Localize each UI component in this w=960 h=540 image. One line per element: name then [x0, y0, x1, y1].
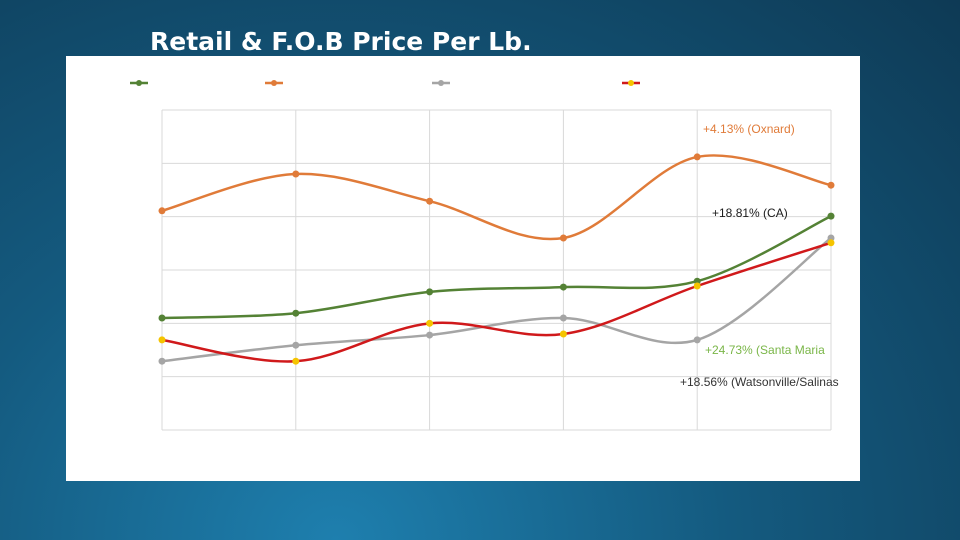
data-point — [559, 283, 567, 291]
legend-marker — [628, 80, 634, 86]
data-point — [693, 282, 701, 290]
data-point — [426, 319, 434, 327]
legend-marker — [438, 80, 444, 86]
legend-marker — [271, 80, 277, 86]
data-point — [827, 234, 835, 242]
annotation: +18.56% (Watsonville/Salinas — [680, 375, 839, 389]
data-point — [158, 314, 166, 322]
data-point — [158, 357, 166, 365]
annotation: +24.73% (Santa Maria — [705, 343, 825, 357]
legend-marker — [136, 80, 142, 86]
annotation: +18.81% (CA) — [712, 206, 788, 220]
chart: +4.13% (Oxnard) +18.81% (CA) +24.73% (Sant… — [66, 56, 860, 481]
chart-title: Retail & F.O.B Price Per Lb. — [150, 27, 532, 56]
series-line — [161, 154, 832, 241]
data-point — [559, 330, 567, 338]
data-point — [827, 212, 835, 220]
data-point — [292, 357, 300, 365]
series-line — [161, 237, 832, 363]
data-point — [292, 170, 300, 178]
data-point — [292, 341, 300, 349]
data-point — [559, 234, 567, 242]
data-point — [827, 239, 835, 247]
data-point — [426, 288, 434, 296]
data-point — [827, 181, 835, 189]
data-point — [158, 336, 166, 344]
data-point — [426, 197, 434, 205]
data-point — [693, 153, 701, 161]
series-line — [161, 241, 832, 363]
annotation: +4.13% (Oxnard) — [703, 122, 795, 136]
data-point — [158, 207, 166, 215]
data-point — [426, 331, 434, 339]
data-point — [292, 309, 300, 317]
data-point — [693, 277, 701, 285]
series-line — [161, 215, 832, 320]
data-point — [693, 336, 701, 344]
chart-panel — [66, 56, 860, 481]
data-point — [559, 314, 567, 322]
